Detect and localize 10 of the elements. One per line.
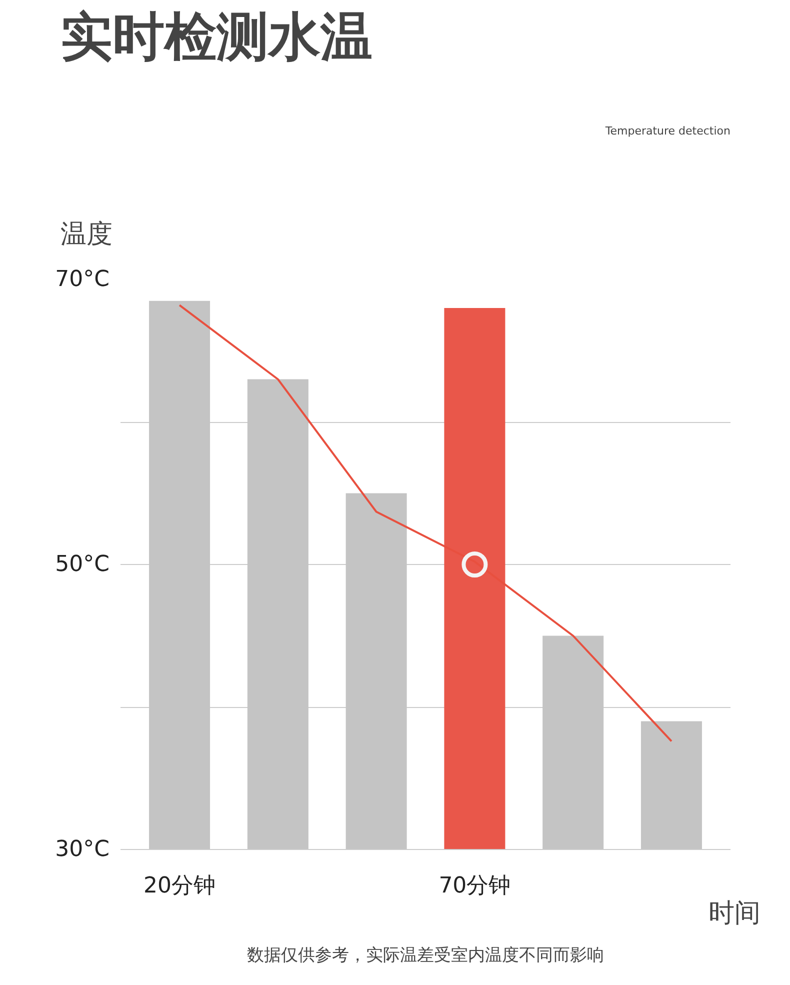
chart-subtitle: Temperature detection	[604, 124, 731, 138]
text: 数据仅供参考，实际温差受室内温度不同而影响	[247, 946, 604, 966]
y-tick-label: 70°C	[55, 267, 110, 292]
y-tick-label: 50°C	[55, 552, 110, 577]
x-tick-label: 20分钟	[144, 874, 216, 898]
y-tick-label: 30°C	[55, 837, 110, 862]
x-axis-title: 时间	[708, 898, 760, 928]
chart-title: 实时检测水温	[60, 8, 372, 68]
y-axis-title: 温度	[60, 220, 112, 250]
x-tick-label: 70分钟	[438, 874, 511, 898]
